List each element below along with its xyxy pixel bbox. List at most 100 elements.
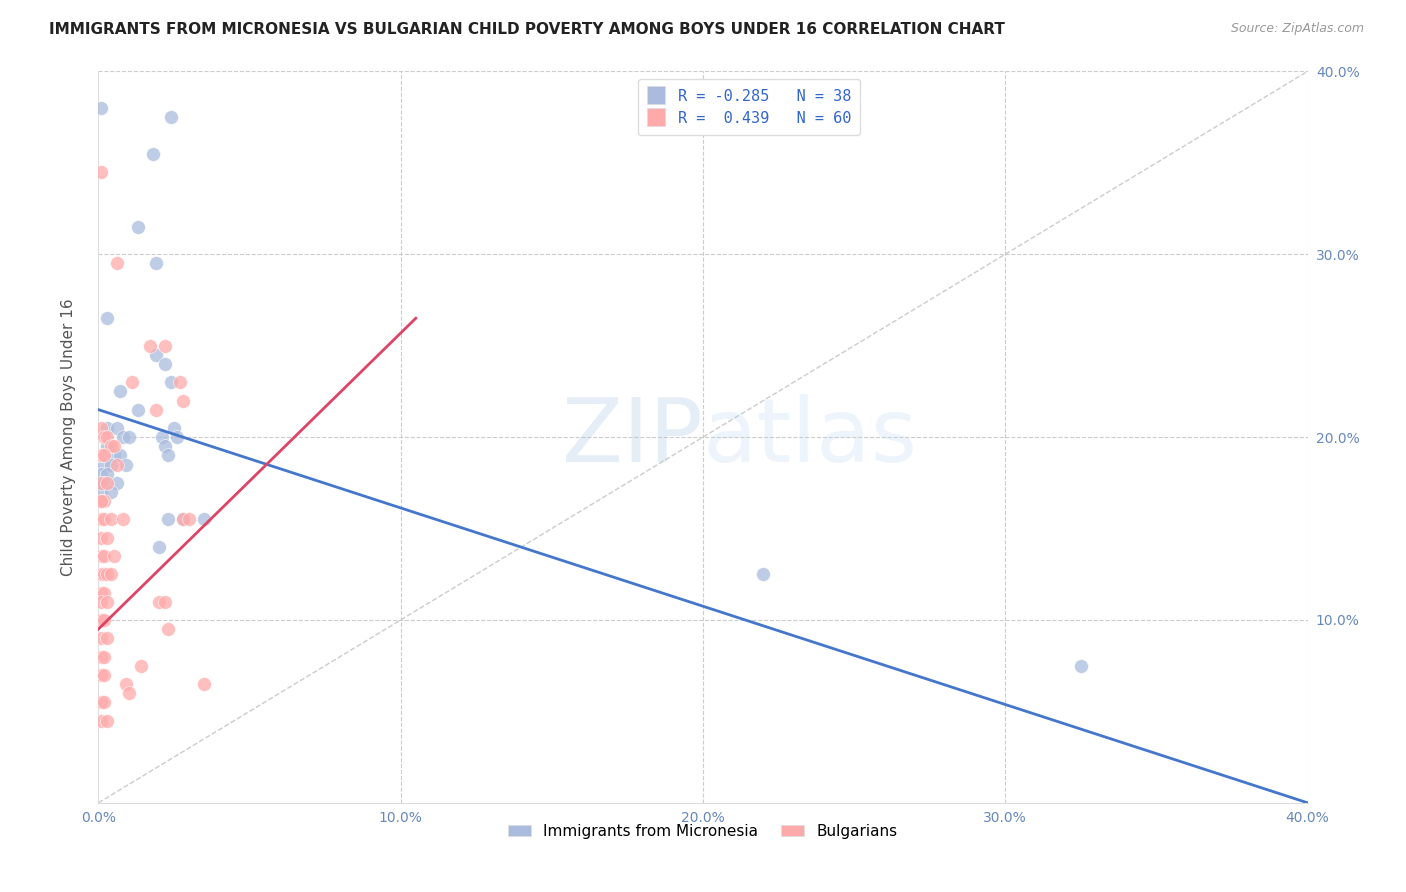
Point <box>103 549 125 563</box>
Point <box>145 256 167 270</box>
Point <box>100 485 122 500</box>
Point <box>93 667 115 681</box>
Point <box>100 567 122 582</box>
Point <box>93 494 115 508</box>
Point <box>127 402 149 417</box>
Point <box>90 594 112 608</box>
Point <box>153 357 176 371</box>
Point <box>96 594 118 608</box>
Point <box>108 448 131 462</box>
Point <box>93 695 115 709</box>
Point <box>96 632 118 646</box>
Point <box>90 485 112 500</box>
Point <box>179 512 201 526</box>
Point <box>93 585 115 599</box>
Point <box>127 219 149 234</box>
Point <box>105 458 128 472</box>
Point <box>111 430 134 444</box>
Point <box>118 430 141 444</box>
Point <box>90 467 112 481</box>
Point <box>193 512 215 526</box>
Point <box>90 421 112 435</box>
Text: atlas: atlas <box>703 393 918 481</box>
Point <box>90 101 112 115</box>
Y-axis label: Child Poverty Among Boys Under 16: Child Poverty Among Boys Under 16 <box>62 298 76 576</box>
Point <box>160 110 183 124</box>
Point <box>103 439 125 453</box>
Point <box>96 531 118 545</box>
Point <box>96 467 118 481</box>
Point <box>93 567 115 582</box>
Point <box>96 311 118 326</box>
Text: ZIP: ZIP <box>562 393 703 481</box>
Point <box>90 549 112 563</box>
Point <box>90 475 112 490</box>
Point <box>150 430 173 444</box>
Point <box>93 430 115 444</box>
Point <box>93 475 115 490</box>
Point <box>105 421 128 435</box>
Point <box>153 439 176 453</box>
Point <box>96 714 118 728</box>
Point <box>93 458 115 472</box>
Point <box>90 165 112 179</box>
Point <box>114 677 136 691</box>
Point <box>100 439 122 453</box>
Point <box>118 686 141 700</box>
Point <box>90 585 112 599</box>
Point <box>142 146 165 161</box>
Point <box>90 613 112 627</box>
Point <box>105 256 128 270</box>
Point <box>105 475 128 490</box>
Point <box>108 384 131 399</box>
Point <box>96 421 118 435</box>
Point <box>166 430 188 444</box>
Text: Source: ZipAtlas.com: Source: ZipAtlas.com <box>1230 22 1364 36</box>
Point <box>90 649 112 664</box>
Point <box>90 632 112 646</box>
Point <box>156 448 179 462</box>
Point <box>93 549 115 563</box>
Point <box>96 430 118 444</box>
Point <box>111 512 134 526</box>
Point <box>90 494 112 508</box>
Point <box>90 567 112 582</box>
Point <box>169 375 191 389</box>
Point <box>172 393 194 408</box>
Point <box>156 512 179 526</box>
Point <box>90 667 112 681</box>
Point <box>93 649 115 664</box>
Point <box>121 375 143 389</box>
Legend: Immigrants from Micronesia, Bulgarians: Immigrants from Micronesia, Bulgarians <box>501 816 905 847</box>
Point <box>114 458 136 472</box>
Point <box>103 448 125 462</box>
Point <box>100 512 122 526</box>
Point <box>153 338 176 352</box>
Point <box>96 439 118 453</box>
Point <box>193 677 215 691</box>
Point <box>129 658 152 673</box>
Point <box>148 540 170 554</box>
Point <box>163 421 186 435</box>
Point <box>93 512 115 526</box>
Point <box>172 512 194 526</box>
Point <box>145 402 167 417</box>
Point <box>90 448 112 462</box>
Point <box>96 567 118 582</box>
Point <box>153 594 176 608</box>
Point <box>139 338 162 352</box>
Point <box>90 695 112 709</box>
Point <box>93 613 115 627</box>
Text: IMMIGRANTS FROM MICRONESIA VS BULGARIAN CHILD POVERTY AMONG BOYS UNDER 16 CORREL: IMMIGRANTS FROM MICRONESIA VS BULGARIAN … <box>49 22 1005 37</box>
Point <box>96 475 118 490</box>
Point <box>148 594 170 608</box>
Point <box>752 567 775 582</box>
Point <box>90 531 112 545</box>
Point <box>160 375 183 389</box>
Point <box>90 512 112 526</box>
Point <box>156 622 179 636</box>
Point <box>100 458 122 472</box>
Point <box>145 348 167 362</box>
Point <box>172 512 194 526</box>
Point <box>90 494 112 508</box>
